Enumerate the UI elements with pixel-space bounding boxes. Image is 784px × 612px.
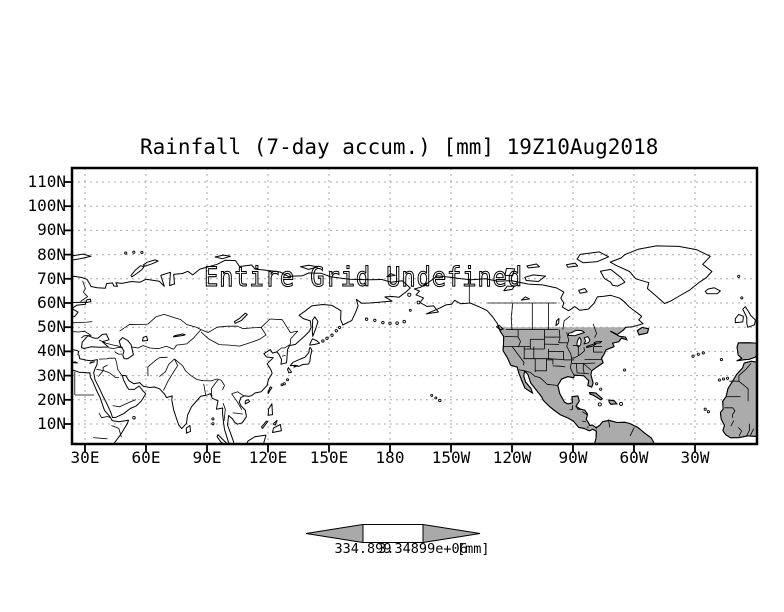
coastline-hainan [244, 399, 251, 405]
lake-ladoga [85, 298, 92, 304]
lat-axis-label: 90N [37, 220, 66, 240]
colorbar-units-label: [mm] [457, 541, 490, 557]
colorbar-segment [362, 524, 424, 543]
coastline-sakhalin [311, 316, 319, 337]
plot-title: Rainfall (7-day accum.) [mm] 19Z10Aug201… [140, 135, 659, 159]
lake-baikal [233, 312, 248, 324]
coastline-iceland [704, 287, 721, 295]
axis-ticks [63, 181, 696, 453]
lake-great-slave [520, 296, 530, 301]
coastline-novaya-zemlya-s [130, 265, 145, 278]
coastline-cuba [589, 392, 603, 401]
lon-axis-label: 120W [492, 448, 532, 467]
coastline-southampton [578, 288, 588, 294]
coastline-luzon [267, 403, 273, 416]
coastline-ellesmere [576, 251, 610, 264]
lake-baltic [72, 301, 87, 318]
lon-axis-label: 30W [680, 448, 710, 467]
undefined-grid-message: Entire Grid Undefined [204, 261, 523, 293]
lake-lake-huron [583, 336, 591, 345]
lon-axis-label: 90W [558, 448, 588, 467]
colorbar-left-arrow [305, 523, 364, 544]
colorbar-right-arrow [422, 523, 481, 544]
coastline-taiwan [267, 386, 273, 394]
lake-lake-erie [585, 343, 597, 348]
lake-black-sea [81, 333, 110, 349]
political-borders [72, 279, 755, 440]
coastline-severnaya-zemlya [214, 254, 231, 260]
lon-axis-label: 30E [70, 448, 100, 467]
coastline-kyushu [287, 367, 293, 374]
lat-axis-label: 110N [27, 172, 66, 191]
lat-axis-label: 20N [37, 389, 66, 409]
coastline-hokkaido [309, 338, 321, 346]
lon-axis-label: 90E [192, 448, 222, 467]
coastline-hispaniola [608, 399, 618, 405]
coastline-devon [566, 262, 579, 268]
lat-axis-label: 10N [37, 414, 66, 433]
lon-axis-label: 60W [619, 448, 649, 467]
colorbar-min-label: 334.899 [334, 541, 392, 557]
coastline-cyprus [89, 361, 95, 364]
coastline-vancouver-island [496, 324, 504, 331]
coastline-novaya-zemlya-n [142, 259, 159, 267]
lon-axis-label: 150E [309, 448, 349, 467]
lat-axis-label: 40N [37, 341, 66, 361]
lat-axis-label: 100N [27, 196, 66, 216]
lon-axis-label: 180 [375, 448, 405, 467]
coastline-sri-lanka [185, 425, 191, 434]
lon-axis-label: 120E [248, 448, 288, 467]
coastline-honshu [289, 347, 313, 367]
coastline-visayas [272, 419, 278, 426]
lake-lake-michigan [576, 336, 582, 348]
small-islands [124, 250, 744, 426]
lat-axis-label: 60N [37, 293, 66, 312]
coastline-shikoku [293, 364, 299, 368]
coastline-wrangel [386, 273, 396, 278]
lake-caspian-sea [118, 337, 134, 360]
lake-great-bear [503, 285, 515, 292]
lake-balkhash [172, 333, 186, 338]
coastline-britain [742, 306, 756, 328]
lat-axis-label: 50N [37, 317, 66, 337]
coastline-greenland [609, 245, 713, 304]
masked-land-shading [496, 327, 757, 444]
coastline-iberia [736, 342, 757, 362]
coastline-africa-nw [719, 360, 757, 439]
coastline-new-siberian [300, 264, 319, 270]
map-frame [70, 166, 759, 446]
coastline-north-america [413, 275, 656, 444]
lake-lake-ontario [593, 341, 603, 344]
coastline-borneo [245, 434, 267, 444]
coastline-crete [72, 361, 78, 364]
coastline-ireland [734, 313, 744, 324]
lake-winnipeg [555, 318, 560, 327]
lat-axis-label: 80N [37, 244, 66, 264]
coastline-mindanao [272, 424, 282, 433]
map-area [72, 168, 757, 444]
graticule [72, 168, 757, 444]
lakes [72, 285, 603, 360]
lon-axis-label: 150W [431, 448, 471, 467]
coastline-eurasia-africa-ne [72, 259, 411, 444]
coastline-baffin [599, 268, 626, 287]
lat-axis-label: 70N [37, 268, 66, 288]
coastlines [72, 245, 757, 444]
coastline-banks-island [504, 267, 516, 277]
coastline-palawan [261, 420, 269, 429]
coastline-sumatra [216, 434, 229, 444]
coastline-victoria-island [524, 274, 546, 282]
lake-lake-superior [567, 329, 585, 337]
colorbar [305, 523, 481, 544]
lon-axis-label: 60E [131, 448, 161, 467]
coastline-melville [526, 263, 540, 269]
lake-aral-sea [142, 335, 149, 342]
colorbar-max-label: 3.34899e+06 [378, 541, 468, 557]
lat-axis-label: 30N [37, 365, 66, 385]
coastline-newfoundland [636, 326, 650, 336]
